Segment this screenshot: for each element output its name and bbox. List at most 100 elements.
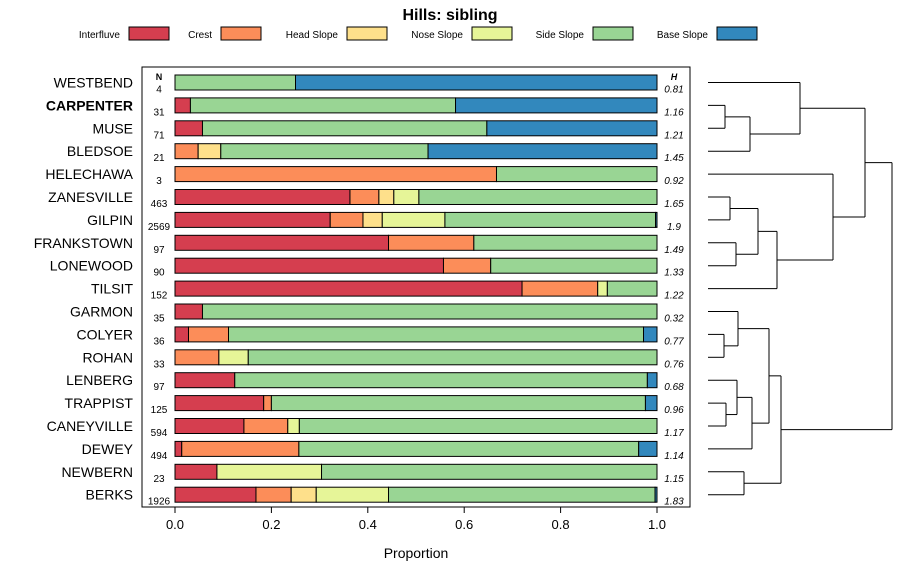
bar-carpenter-interfluve (174, 97, 191, 114)
n-value-zanesville: 463 (151, 199, 168, 210)
bar-zanesville-head-slope (378, 189, 395, 205)
x-tick-label-2: 0.4 (359, 517, 377, 532)
row-label-muse: MUSE (93, 120, 133, 136)
row-tilsit: TILSIT 152 1.22 (91, 280, 684, 302)
n-value-colyer: 36 (153, 336, 165, 347)
h-value-newbern: 1.15 (664, 474, 684, 485)
row-label-dewey: DEWEY (82, 441, 134, 457)
dendrogram (708, 82, 893, 496)
legend-label-crest: Crest (188, 30, 212, 41)
bar-newbern-side-slope (321, 463, 658, 480)
row-label-tilsit: TILSIT (91, 281, 133, 297)
row-label-westbend: WESTBEND (54, 75, 133, 91)
bar-rohan-nose-slope (218, 349, 249, 366)
bar-tilsit-nose-slope (597, 280, 608, 297)
bar-gilpin-base-slope (655, 211, 658, 228)
row-label-berks: BERKS (86, 487, 133, 503)
bar-muse-side-slope (201, 120, 488, 137)
n-value-muse: 71 (153, 130, 165, 141)
bar-bledsoe-side-slope (220, 143, 429, 160)
row-lenberg: LENBERG 97 0.68 (66, 372, 684, 393)
legend: Interfluve Crest Head Slope Nose Slope Side … (79, 26, 758, 41)
bar-bledsoe-crest (174, 143, 199, 160)
bar-caneyville-nose-slope (287, 418, 300, 434)
row-newbern: NEWBERN 23 1.15 (61, 463, 684, 485)
bar-newbern-interfluve (174, 463, 218, 480)
bar-westbend-base-slope (295, 74, 658, 91)
bar-colyer-crest (187, 326, 230, 343)
bar-caneyville-side-slope (298, 418, 658, 434)
bar-berks-nose-slope (315, 486, 390, 503)
bar-colyer-base-slope (643, 326, 658, 343)
row-berks: BERKS 1926 1.83 (86, 486, 684, 508)
row-label-carpenter: CARPENTER (46, 97, 133, 113)
bar-trappist-base-slope (644, 395, 658, 412)
bar-berks-crest (255, 486, 292, 503)
row-garmon: GARMON 35 0.32 (70, 303, 684, 325)
bar-trappist-crest (263, 395, 272, 412)
bar-tilsit-crest (521, 280, 599, 297)
bar-lenberg-interfluve (174, 372, 236, 389)
n-value-lonewood: 90 (153, 268, 165, 279)
h-value-lonewood: 1.33 (664, 268, 684, 279)
bar-bledsoe-base-slope (427, 143, 658, 160)
bar-zanesville-nose-slope (393, 189, 420, 205)
h-value-tilsit: 1.22 (664, 291, 684, 302)
bar-zanesville-interfluve (174, 189, 351, 205)
row-label-colyer: COLYER (76, 326, 133, 342)
bar-gilpin-crest (329, 211, 364, 228)
row-trappist: TRAPPIST 125 0.96 (65, 395, 684, 416)
bar-gilpin-nose-slope (381, 211, 446, 228)
bar-westbend-side-slope (174, 74, 296, 91)
n-column-header: N (156, 72, 163, 82)
bar-garmon-side-slope (201, 303, 658, 320)
bar-trappist-interfluve (174, 395, 265, 412)
h-value-helechawa: 0.92 (664, 176, 684, 187)
bar-lonewood-interfluve (174, 257, 444, 274)
bar-carpenter-side-slope (189, 97, 457, 114)
row-label-bledsoe: BLEDSOE (67, 143, 133, 159)
bar-carpenter-base-slope (455, 97, 658, 114)
row-label-newbern: NEWBERN (61, 464, 133, 480)
bar-gilpin-interfluve (174, 211, 331, 228)
legend-swatch-interfluve (128, 26, 170, 41)
bar-newbern-nose-slope (216, 463, 323, 480)
legend-label-nose-slope: Nose Slope (411, 30, 463, 41)
row-label-trappist: TRAPPIST (65, 395, 134, 411)
bar-caneyville-interfluve (174, 418, 245, 434)
bar-zanesville-side-slope (418, 189, 658, 205)
bar-frankstown-interfluve (174, 234, 390, 251)
legend-swatch-side-slope (592, 26, 634, 41)
legend-label-side-slope: Side Slope (536, 30, 585, 41)
n-value-bledsoe: 21 (153, 153, 165, 164)
n-value-gilpin: 2569 (148, 222, 171, 233)
row-label-frankstown: FRANKSTOWN (34, 235, 133, 251)
bar-lenberg-base-slope (646, 372, 658, 389)
bar-berks-base-slope (654, 486, 658, 503)
h-value-garmon: 0.32 (664, 314, 684, 325)
legend-label-head-slope: Head Slope (286, 30, 339, 41)
legend-swatch-crest (220, 26, 262, 41)
x-tick-label-1: 0.2 (262, 517, 280, 532)
h-value-muse: 1.21 (664, 130, 683, 141)
h-value-frankstown: 1.49 (664, 245, 684, 256)
n-value-westbend: 4 (156, 85, 162, 96)
bar-dewey-crest (181, 440, 300, 457)
bar-helechawa-side-slope (495, 166, 658, 183)
row-colyer: COLYER 36 0.77 (76, 326, 684, 347)
bar-helechawa-crest (174, 166, 497, 183)
n-value-berks: 1926 (148, 497, 171, 508)
legend-label-base-slope: Base Slope (657, 30, 709, 41)
n-value-dewey: 494 (151, 451, 168, 462)
h-column-header: H (671, 72, 678, 82)
x-axis-label: Proportion (384, 545, 449, 561)
h-value-dewey: 1.14 (664, 451, 684, 462)
row-bledsoe: BLEDSOE 21 1.45 (67, 143, 684, 164)
bar-muse-interfluve (174, 120, 203, 137)
bar-lonewood-side-slope (490, 257, 658, 274)
row-label-rohan: ROHAN (82, 349, 133, 365)
x-tick-label-0: 0.0 (166, 517, 184, 532)
bar-lenberg-side-slope (234, 372, 648, 389)
row-helechawa: HELECHAWA 3 0.92 (45, 166, 684, 187)
row-label-garmon: GARMON (70, 304, 133, 320)
